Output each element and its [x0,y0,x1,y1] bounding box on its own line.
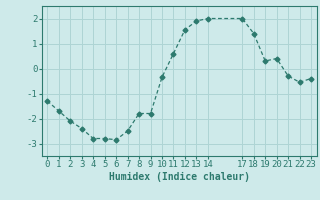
X-axis label: Humidex (Indice chaleur): Humidex (Indice chaleur) [109,172,250,182]
